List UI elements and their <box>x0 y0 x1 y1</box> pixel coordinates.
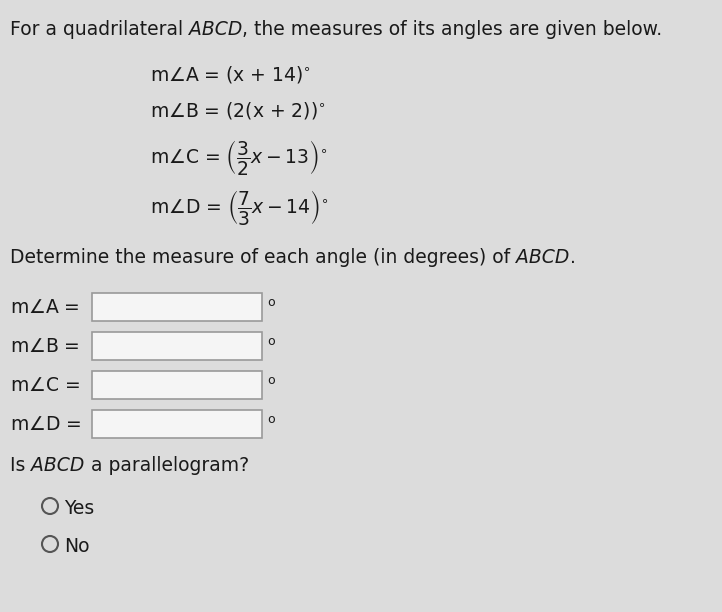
FancyBboxPatch shape <box>92 332 262 360</box>
Text: m$\angle$C =: m$\angle$C = <box>10 376 80 395</box>
Text: , the measures of its angles are given below.: , the measures of its angles are given b… <box>243 20 663 39</box>
Text: ABCD: ABCD <box>31 456 84 475</box>
Text: Is: Is <box>10 456 31 475</box>
Text: .: . <box>570 248 575 267</box>
Text: o: o <box>267 374 274 387</box>
Text: m$\angle$A = (x + 14)$^{\circ}$: m$\angle$A = (x + 14)$^{\circ}$ <box>150 64 311 85</box>
Text: o: o <box>267 413 274 426</box>
Text: m$\angle$A =: m$\angle$A = <box>10 298 79 317</box>
Text: For a quadrilateral: For a quadrilateral <box>10 20 189 39</box>
Text: o: o <box>267 296 274 309</box>
Text: m$\angle$B =: m$\angle$B = <box>10 337 79 356</box>
Text: m$\angle$D =: m$\angle$D = <box>10 415 81 434</box>
Text: a parallelogram?: a parallelogram? <box>84 456 249 475</box>
Text: m$\angle$C = $\left(\dfrac{3}{2}x - 13\right)^{\circ}$: m$\angle$C = $\left(\dfrac{3}{2}x - 13\r… <box>150 138 328 177</box>
Text: m$\angle$D = $\left(\dfrac{7}{3}x - 14\right)^{\circ}$: m$\angle$D = $\left(\dfrac{7}{3}x - 14\r… <box>150 188 329 227</box>
Text: Yes: Yes <box>64 499 95 518</box>
Text: ABCD: ABCD <box>189 20 243 39</box>
Text: No: No <box>64 537 90 556</box>
FancyBboxPatch shape <box>92 371 262 399</box>
Text: o: o <box>267 335 274 348</box>
Text: m$\angle$B = (2(x + 2))$^{\circ}$: m$\angle$B = (2(x + 2))$^{\circ}$ <box>150 100 326 121</box>
Text: Determine the measure of each angle (in degrees) of: Determine the measure of each angle (in … <box>10 248 516 267</box>
FancyBboxPatch shape <box>92 410 262 438</box>
Text: ABCD: ABCD <box>516 248 570 267</box>
FancyBboxPatch shape <box>92 293 262 321</box>
